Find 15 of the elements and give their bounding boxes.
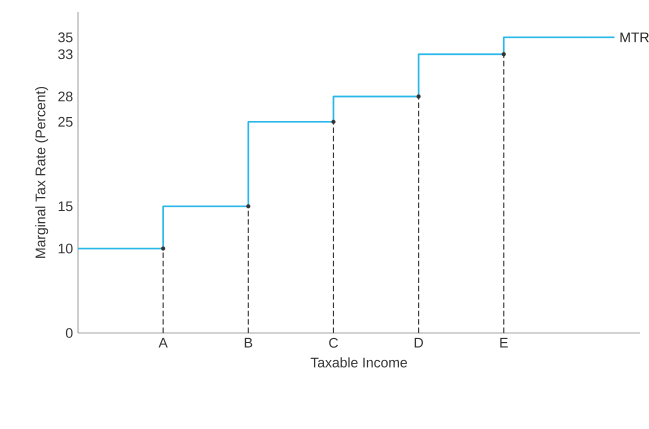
y-tick-label: 25 bbox=[58, 116, 73, 127]
y-tick-label: 33 bbox=[58, 49, 72, 60]
legend-label: MTR bbox=[620, 32, 649, 42]
y-tick-label: 15 bbox=[58, 201, 73, 212]
y-tick-label: 28 bbox=[58, 92, 72, 102]
x-axis-title: Taxable Income bbox=[310, 357, 407, 368]
x-tick-label: E bbox=[500, 338, 508, 348]
x-tick-label: A bbox=[158, 338, 168, 348]
y-tick-label: 0 bbox=[66, 328, 73, 338]
x-tick-label: C bbox=[329, 338, 338, 348]
x-tick-label: D bbox=[414, 338, 423, 348]
x-tick-label: B bbox=[244, 338, 252, 348]
y-tick-label: 35 bbox=[58, 32, 73, 42]
y-axis-title: Marginal Tax Rate (Percent) bbox=[35, 86, 48, 258]
y-tick-label: 10 bbox=[58, 244, 73, 254]
